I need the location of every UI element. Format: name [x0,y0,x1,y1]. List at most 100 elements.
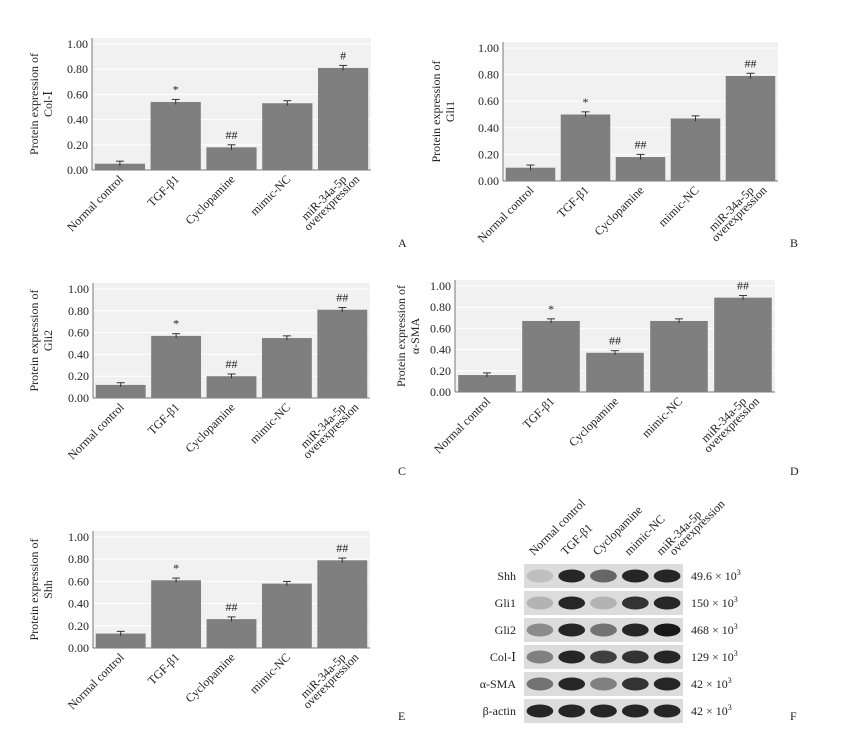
panel-letter: A [398,236,407,250]
panel-letter: C [398,464,406,478]
y-axis-label: Gli2 [41,330,55,351]
bar [150,101,201,170]
blot-band [526,677,554,691]
blot-band [621,650,649,664]
protein-label: Gli2 [495,623,516,637]
bar [522,320,580,392]
y-tick-label: 0.40 [67,113,88,127]
bar [458,375,516,392]
y-axis-label: Protein expression of [429,61,443,163]
blot-band [621,596,649,610]
significance-mark: # [340,48,346,62]
protein-label: Shh [497,569,516,583]
panel-letter: D [790,464,799,478]
chart-panel-a: 0.00 0.20 0.40 0.60 0.80 1.00 Protein expressi… [27,37,407,250]
bar [261,338,312,398]
blot-band [621,569,649,583]
blot-band [621,677,649,691]
y-tick-label: 0.00 [67,163,88,177]
x-tick-label: Cyclopamine [182,400,237,455]
protein-label: β-actin [483,704,516,718]
x-tick-label: Normal control [65,400,127,462]
y-tick-label: 0.40 [478,121,499,135]
blot-band [621,623,649,637]
molecular-weight-label: 49.6 × 103 [691,568,741,583]
y-tick-label: 0.80 [478,68,499,82]
y-tick-label: 0.40 [430,343,451,357]
blot-band [653,677,681,691]
y-tick-label: 0.80 [68,304,89,318]
blot-band [653,704,681,718]
y-tick-label: 0.20 [430,364,451,378]
bar [206,147,257,170]
y-tick-label: 0.20 [68,369,89,383]
x-tick-label: mimic-NC [247,400,293,446]
y-axis-label: Protein expression of [394,285,408,387]
bar [206,376,257,398]
x-tick-label: Normal control [65,650,127,712]
x-tick-label: mimic-NC [655,183,701,229]
significance-mark: * [173,317,179,331]
y-tick-label: 0.60 [68,574,89,588]
chart-panel-e: 0.00 0.20 0.40 0.60 0.80 1.00 Protein expressi… [27,530,405,723]
chart-panel-d: 0.00 0.20 0.40 0.60 0.80 1.00 Protein expressi… [394,279,799,478]
bar [586,352,644,392]
bar [317,67,369,170]
bar [317,309,368,398]
blot-band [590,569,617,583]
blot-band [653,623,681,637]
blot-band [590,623,617,637]
panel-letter: B [790,236,798,250]
blot-band [653,569,681,583]
blot-band [590,704,617,718]
bar [261,583,312,648]
significance-mark: * [548,302,554,316]
blot-band [558,704,586,718]
y-tick-label: 1.00 [68,530,89,544]
bar [670,118,721,181]
blot-band [590,596,617,610]
x-tick-label: TGF-β1 [145,400,182,437]
molecular-weight-label: 42 × 103 [691,703,732,718]
y-tick-label: 1.00 [430,279,451,293]
y-axis-label: Protein expression of [27,290,41,392]
bar [714,297,772,392]
bar [151,580,202,648]
y-axis-label: Protein expression of [27,539,41,641]
y-tick-label: 1.00 [68,282,89,296]
significance-mark: * [173,82,179,96]
bar [151,335,202,398]
western-blot-panel: Normal controlTGF-β1Cyclopaminemimic-NCm… [480,496,797,723]
y-axis-label: Protein expression of [27,53,41,155]
significance-mark: ## [336,541,348,555]
y-tick-label: 0.20 [68,619,89,633]
x-tick-label: Normal control [431,394,493,456]
blot-band [558,569,586,583]
y-tick-label: 0.40 [68,597,89,611]
blot-band [558,677,586,691]
significance-mark: ## [226,357,238,371]
bar [206,619,257,648]
bar [262,103,313,170]
blot-band [558,650,586,664]
blot-band [526,569,554,583]
significance-mark: * [583,95,589,109]
x-tick-label: TGF-β1 [520,394,557,431]
x-tick-label: Normal control [64,172,126,234]
molecular-weight-label: 150 × 103 [691,595,738,610]
bar [94,163,146,170]
y-tick-label: 0.00 [430,385,451,399]
y-tick-label: 0.40 [68,347,89,361]
y-axis-label: α-SMA [408,318,422,355]
x-tick-label: mimic-NC [247,650,293,696]
x-tick-label: Cyclopamine [566,394,621,449]
bar [95,633,146,648]
bar [615,157,666,181]
chart-panel-b: 0.00 0.20 0.40 0.60 0.80 1.00 Protein expressi… [429,41,798,250]
bar [650,320,708,392]
x-tick-label: TGF-β1 [144,172,181,209]
significance-mark: ## [336,291,348,305]
y-tick-label: 0.60 [68,326,89,340]
significance-mark: ## [635,137,647,151]
